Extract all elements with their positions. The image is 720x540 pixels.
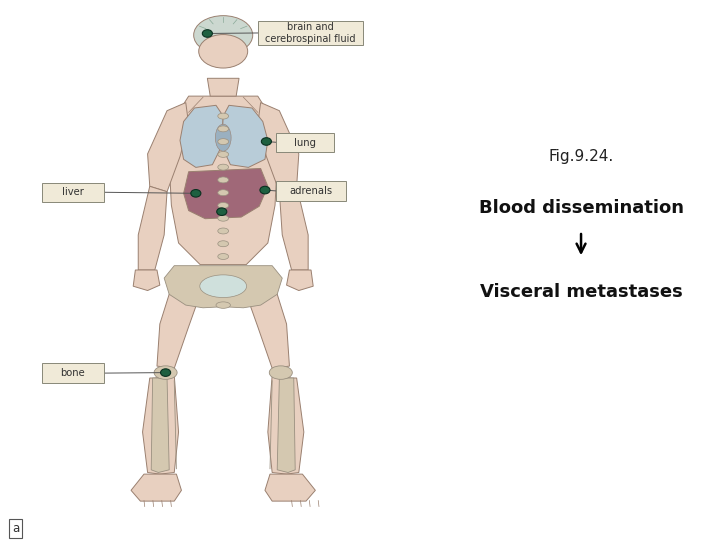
Polygon shape — [222, 105, 268, 167]
FancyBboxPatch shape — [42, 363, 104, 383]
Ellipse shape — [260, 186, 270, 194]
Ellipse shape — [218, 164, 229, 170]
Ellipse shape — [161, 369, 171, 376]
Polygon shape — [265, 474, 315, 501]
Text: adrenals: adrenals — [289, 186, 333, 196]
Text: liver: liver — [62, 187, 84, 197]
Polygon shape — [148, 103, 189, 192]
Text: brain and
cerebrospinal fluid: brain and cerebrospinal fluid — [265, 22, 356, 44]
Polygon shape — [151, 378, 169, 472]
Text: Visceral metastases: Visceral metastases — [480, 282, 683, 301]
Ellipse shape — [199, 35, 248, 68]
Ellipse shape — [218, 113, 229, 119]
Ellipse shape — [218, 215, 229, 221]
Ellipse shape — [216, 302, 230, 308]
Ellipse shape — [217, 208, 227, 215]
Polygon shape — [207, 78, 239, 96]
Ellipse shape — [218, 126, 229, 132]
Ellipse shape — [191, 190, 201, 197]
Polygon shape — [258, 103, 299, 192]
Ellipse shape — [218, 202, 229, 208]
Polygon shape — [287, 270, 313, 291]
Ellipse shape — [202, 30, 212, 37]
Ellipse shape — [215, 124, 231, 151]
Ellipse shape — [218, 253, 229, 260]
Polygon shape — [138, 186, 167, 270]
Ellipse shape — [261, 138, 271, 145]
Ellipse shape — [218, 177, 229, 183]
Ellipse shape — [269, 366, 292, 379]
FancyBboxPatch shape — [258, 21, 363, 45]
FancyBboxPatch shape — [42, 183, 104, 202]
Text: a: a — [12, 522, 19, 535]
Polygon shape — [164, 266, 282, 308]
Text: bone: bone — [60, 368, 85, 378]
Polygon shape — [268, 375, 304, 474]
Polygon shape — [277, 378, 295, 472]
Ellipse shape — [194, 16, 253, 55]
Ellipse shape — [154, 366, 177, 379]
FancyBboxPatch shape — [276, 133, 334, 152]
Polygon shape — [169, 96, 277, 265]
Ellipse shape — [218, 228, 229, 234]
Polygon shape — [133, 270, 160, 291]
Polygon shape — [143, 375, 179, 474]
Text: lung: lung — [294, 138, 316, 147]
Ellipse shape — [218, 139, 229, 145]
Polygon shape — [279, 186, 308, 270]
Text: Fig.9.24.: Fig.9.24. — [549, 149, 613, 164]
Polygon shape — [157, 273, 200, 368]
FancyBboxPatch shape — [276, 181, 346, 201]
Polygon shape — [131, 474, 181, 501]
Ellipse shape — [218, 190, 229, 195]
Text: Blood dissemination: Blood dissemination — [479, 199, 683, 217]
Polygon shape — [184, 168, 268, 219]
Ellipse shape — [199, 275, 246, 298]
Ellipse shape — [218, 151, 229, 157]
Polygon shape — [246, 273, 289, 368]
Polygon shape — [180, 105, 223, 167]
Ellipse shape — [218, 241, 229, 247]
